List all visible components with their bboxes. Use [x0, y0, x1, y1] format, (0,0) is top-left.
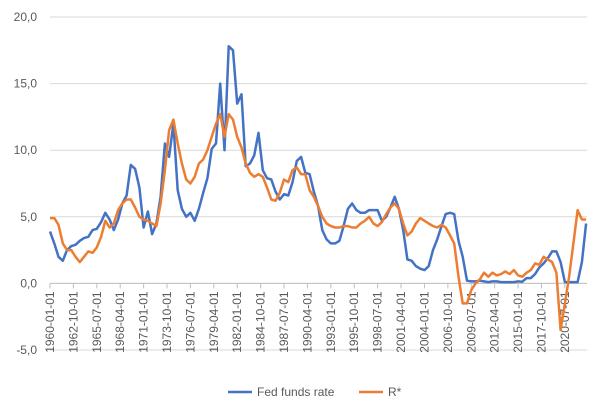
x-tick-label: 1990-04-01: [300, 291, 314, 353]
x-tick-label: 1998-07-01: [371, 291, 385, 353]
x-tick-label: 2006-10-01: [441, 291, 455, 353]
y-tick-label: 20,0: [14, 10, 38, 24]
x-tick-label: 1971-01-01: [137, 291, 151, 353]
legend-label: R*: [388, 385, 402, 399]
y-tick-label: 15,0: [14, 77, 38, 91]
x-tick-label: 2009-07-01: [464, 291, 478, 353]
x-tick-label: 2015-01-01: [511, 291, 525, 353]
legend-label: Fed funds rate: [257, 385, 335, 399]
x-tick-label: 2012-04-01: [488, 291, 502, 353]
x-tick-label: 1993-01-01: [324, 291, 338, 353]
x-tick-label: 2001-04-01: [394, 291, 408, 353]
x-tick-label: 1984-10-01: [254, 291, 268, 353]
x-tick-label: 1962-10-01: [66, 291, 80, 353]
series-line: [48, 45, 588, 284]
x-tick-label: 1995-10-01: [347, 291, 361, 353]
y-tick-label: -5,0: [16, 343, 37, 357]
x-tick-label: 1960-01-01: [43, 291, 57, 353]
x-tick-label: 1976-07-01: [183, 291, 197, 353]
x-tick-label: 2017-10-01: [534, 291, 548, 353]
y-tick-label: 5,0: [20, 210, 37, 224]
x-tick-label: 1965-07-01: [90, 291, 104, 353]
x-tick-label: 1982-01-01: [230, 291, 244, 353]
x-tick-label: 1968-04-01: [113, 291, 127, 353]
y-tick-label: 0,0: [20, 276, 37, 290]
x-tick-label: 2004-01-01: [417, 291, 431, 353]
y-tick-label: 10,0: [14, 143, 38, 157]
x-tick-label: 2020-07-01: [558, 291, 572, 353]
x-tick-label: 1979-04-01: [207, 291, 221, 353]
x-tick-label: 1973-10-01: [160, 291, 174, 353]
series-line: [50, 112, 587, 332]
x-tick-label: 1987-07-01: [277, 291, 291, 353]
